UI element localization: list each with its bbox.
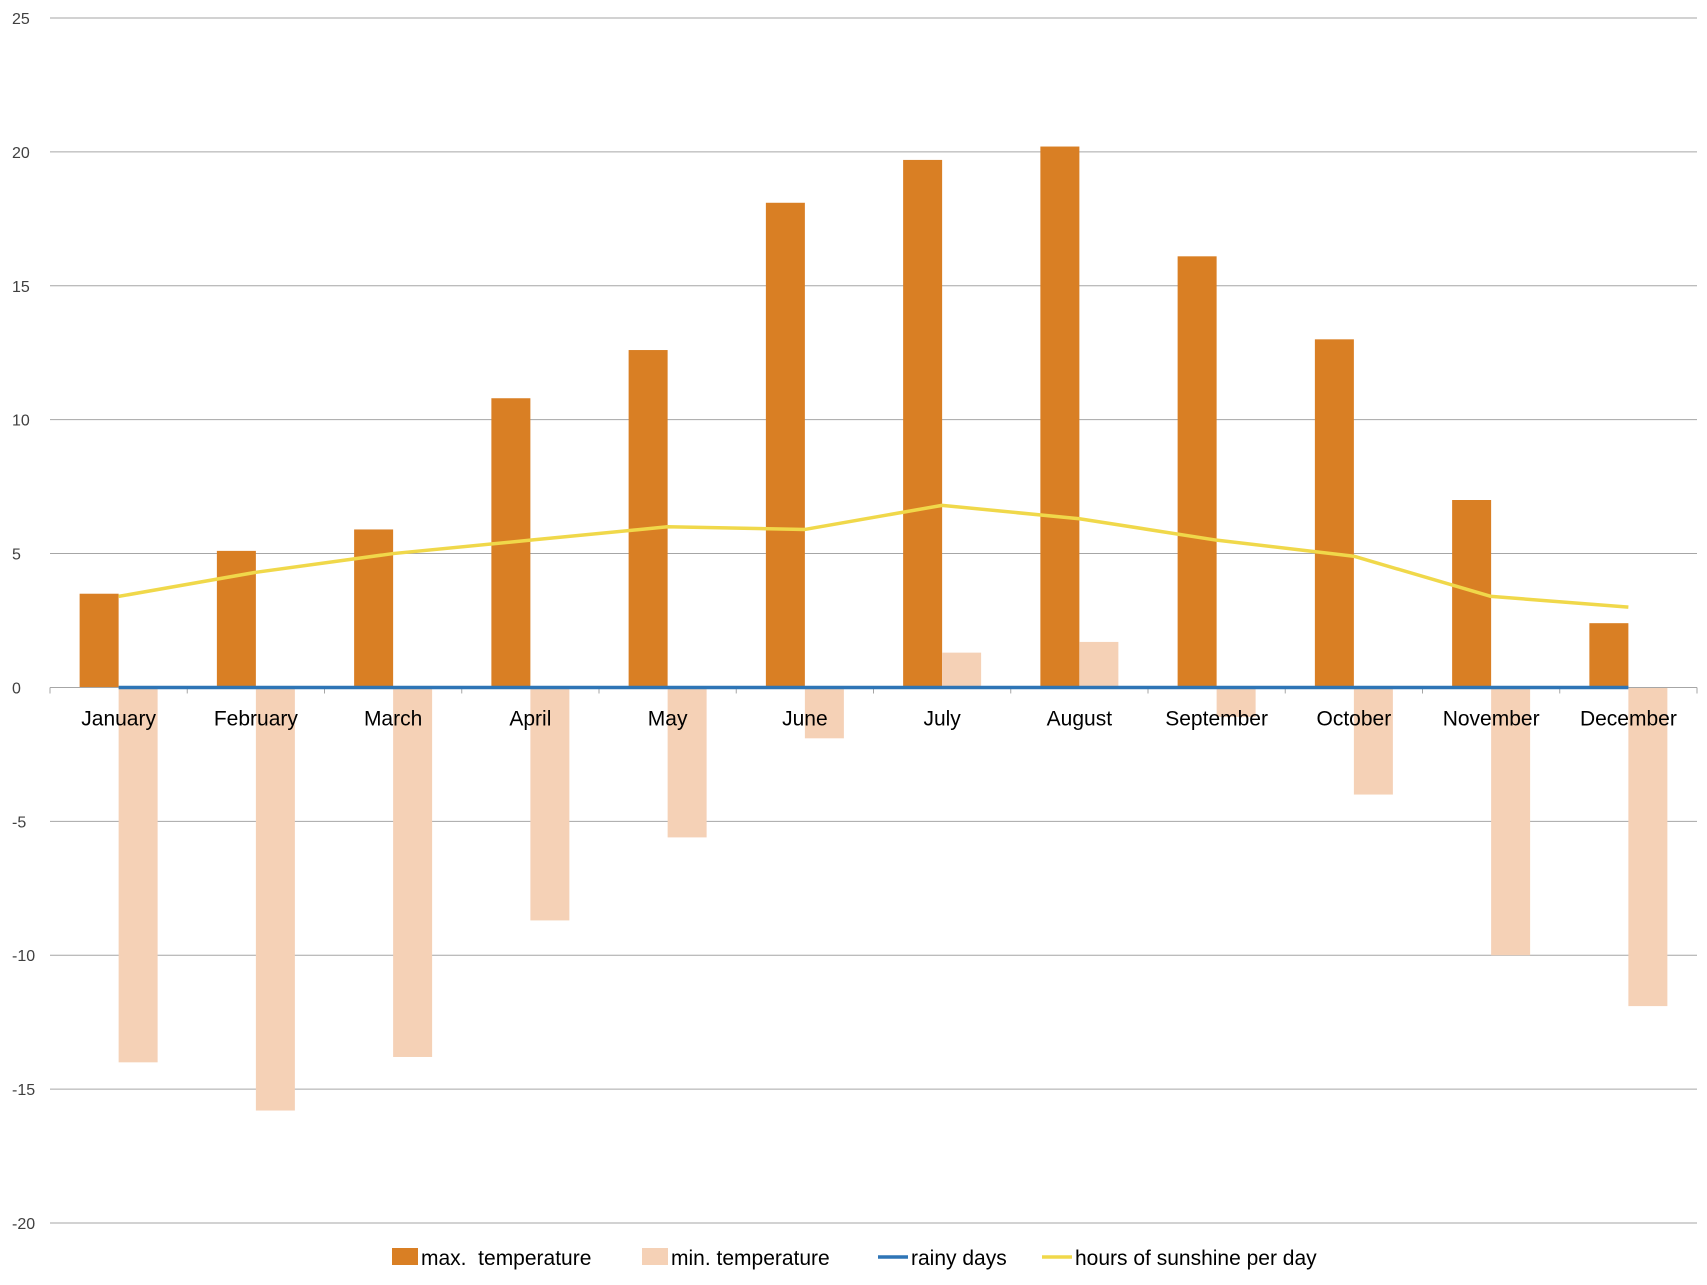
x-category-label: February bbox=[214, 707, 299, 730]
min-temp-bar-february bbox=[255, 687, 295, 1111]
x-category-label: October bbox=[1317, 707, 1392, 730]
legend-swatch bbox=[642, 1248, 668, 1265]
y-tick-label: 20 bbox=[12, 145, 30, 162]
max-temp-bar-august bbox=[1040, 146, 1080, 688]
min-temp-bar-may bbox=[667, 687, 707, 838]
y-axis-ticks: 25 20 15 10 5 0 -5 -10 -15 -20 bbox=[12, 11, 35, 1233]
min-temp-bar-april bbox=[530, 687, 570, 921]
x-category-label: December bbox=[1580, 707, 1677, 730]
max-temp-bar-september bbox=[1177, 256, 1217, 688]
min-temp-bar-september bbox=[1216, 687, 1256, 717]
max-temp-bar-december bbox=[1589, 623, 1629, 688]
x-category-label: November bbox=[1443, 707, 1540, 730]
x-axis-labels: January February March April May June July Augu… bbox=[81, 707, 1677, 730]
min-temp-bar-august bbox=[1079, 641, 1119, 688]
x-category-label: March bbox=[364, 707, 422, 730]
max-temp-bar-february bbox=[216, 550, 256, 688]
min-temp-bar-december bbox=[1628, 687, 1668, 1007]
y-tick-label: 5 bbox=[12, 547, 21, 564]
bars bbox=[79, 146, 1668, 1111]
x-category-label: January bbox=[81, 707, 156, 730]
x-category-label: August bbox=[1047, 707, 1113, 730]
max-temp-bar-may bbox=[628, 350, 668, 688]
max-temp-bar-june bbox=[765, 202, 805, 688]
min-temp-bar-june bbox=[804, 687, 844, 739]
legend-swatch bbox=[392, 1248, 418, 1265]
min-temp-bar-november bbox=[1491, 687, 1531, 956]
max-temp-bar-october bbox=[1314, 339, 1354, 688]
gridlines bbox=[50, 17, 1697, 1224]
min-temp-bar-march bbox=[393, 687, 433, 1057]
y-tick-label: 0 bbox=[12, 680, 21, 697]
min-temp-bar-july bbox=[942, 652, 982, 688]
y-tick-label: -15 bbox=[12, 1082, 35, 1099]
min-temp-bar-january bbox=[118, 687, 158, 1063]
legend: max. temperature min. temperature rainy da… bbox=[392, 1247, 1317, 1270]
y-tick-label: -20 bbox=[12, 1216, 35, 1233]
max-temp-bar-july bbox=[903, 159, 943, 688]
y-tick-label: -5 bbox=[12, 814, 26, 831]
x-category-label: May bbox=[648, 707, 688, 730]
min-temp-bar-october bbox=[1353, 687, 1393, 795]
y-tick-label: 25 bbox=[12, 11, 30, 28]
y-tick-label: 10 bbox=[12, 413, 30, 430]
x-category-label: June bbox=[782, 707, 828, 730]
lines bbox=[118, 503, 1629, 690]
x-category-label: April bbox=[509, 707, 551, 730]
max-temp-bar-january bbox=[79, 593, 119, 688]
legend-label: hours of sunshine per day bbox=[1075, 1247, 1317, 1270]
y-tick-label: 15 bbox=[12, 279, 30, 296]
legend-label: max. temperature bbox=[421, 1247, 591, 1270]
y-tick-label: -10 bbox=[12, 948, 35, 965]
x-category-label: July bbox=[923, 707, 961, 730]
legend-label: rainy days bbox=[911, 1247, 1007, 1270]
sunshine-line bbox=[118, 503, 1629, 609]
x-category-label: September bbox=[1165, 707, 1268, 730]
legend-label: min. temperature bbox=[671, 1247, 830, 1270]
